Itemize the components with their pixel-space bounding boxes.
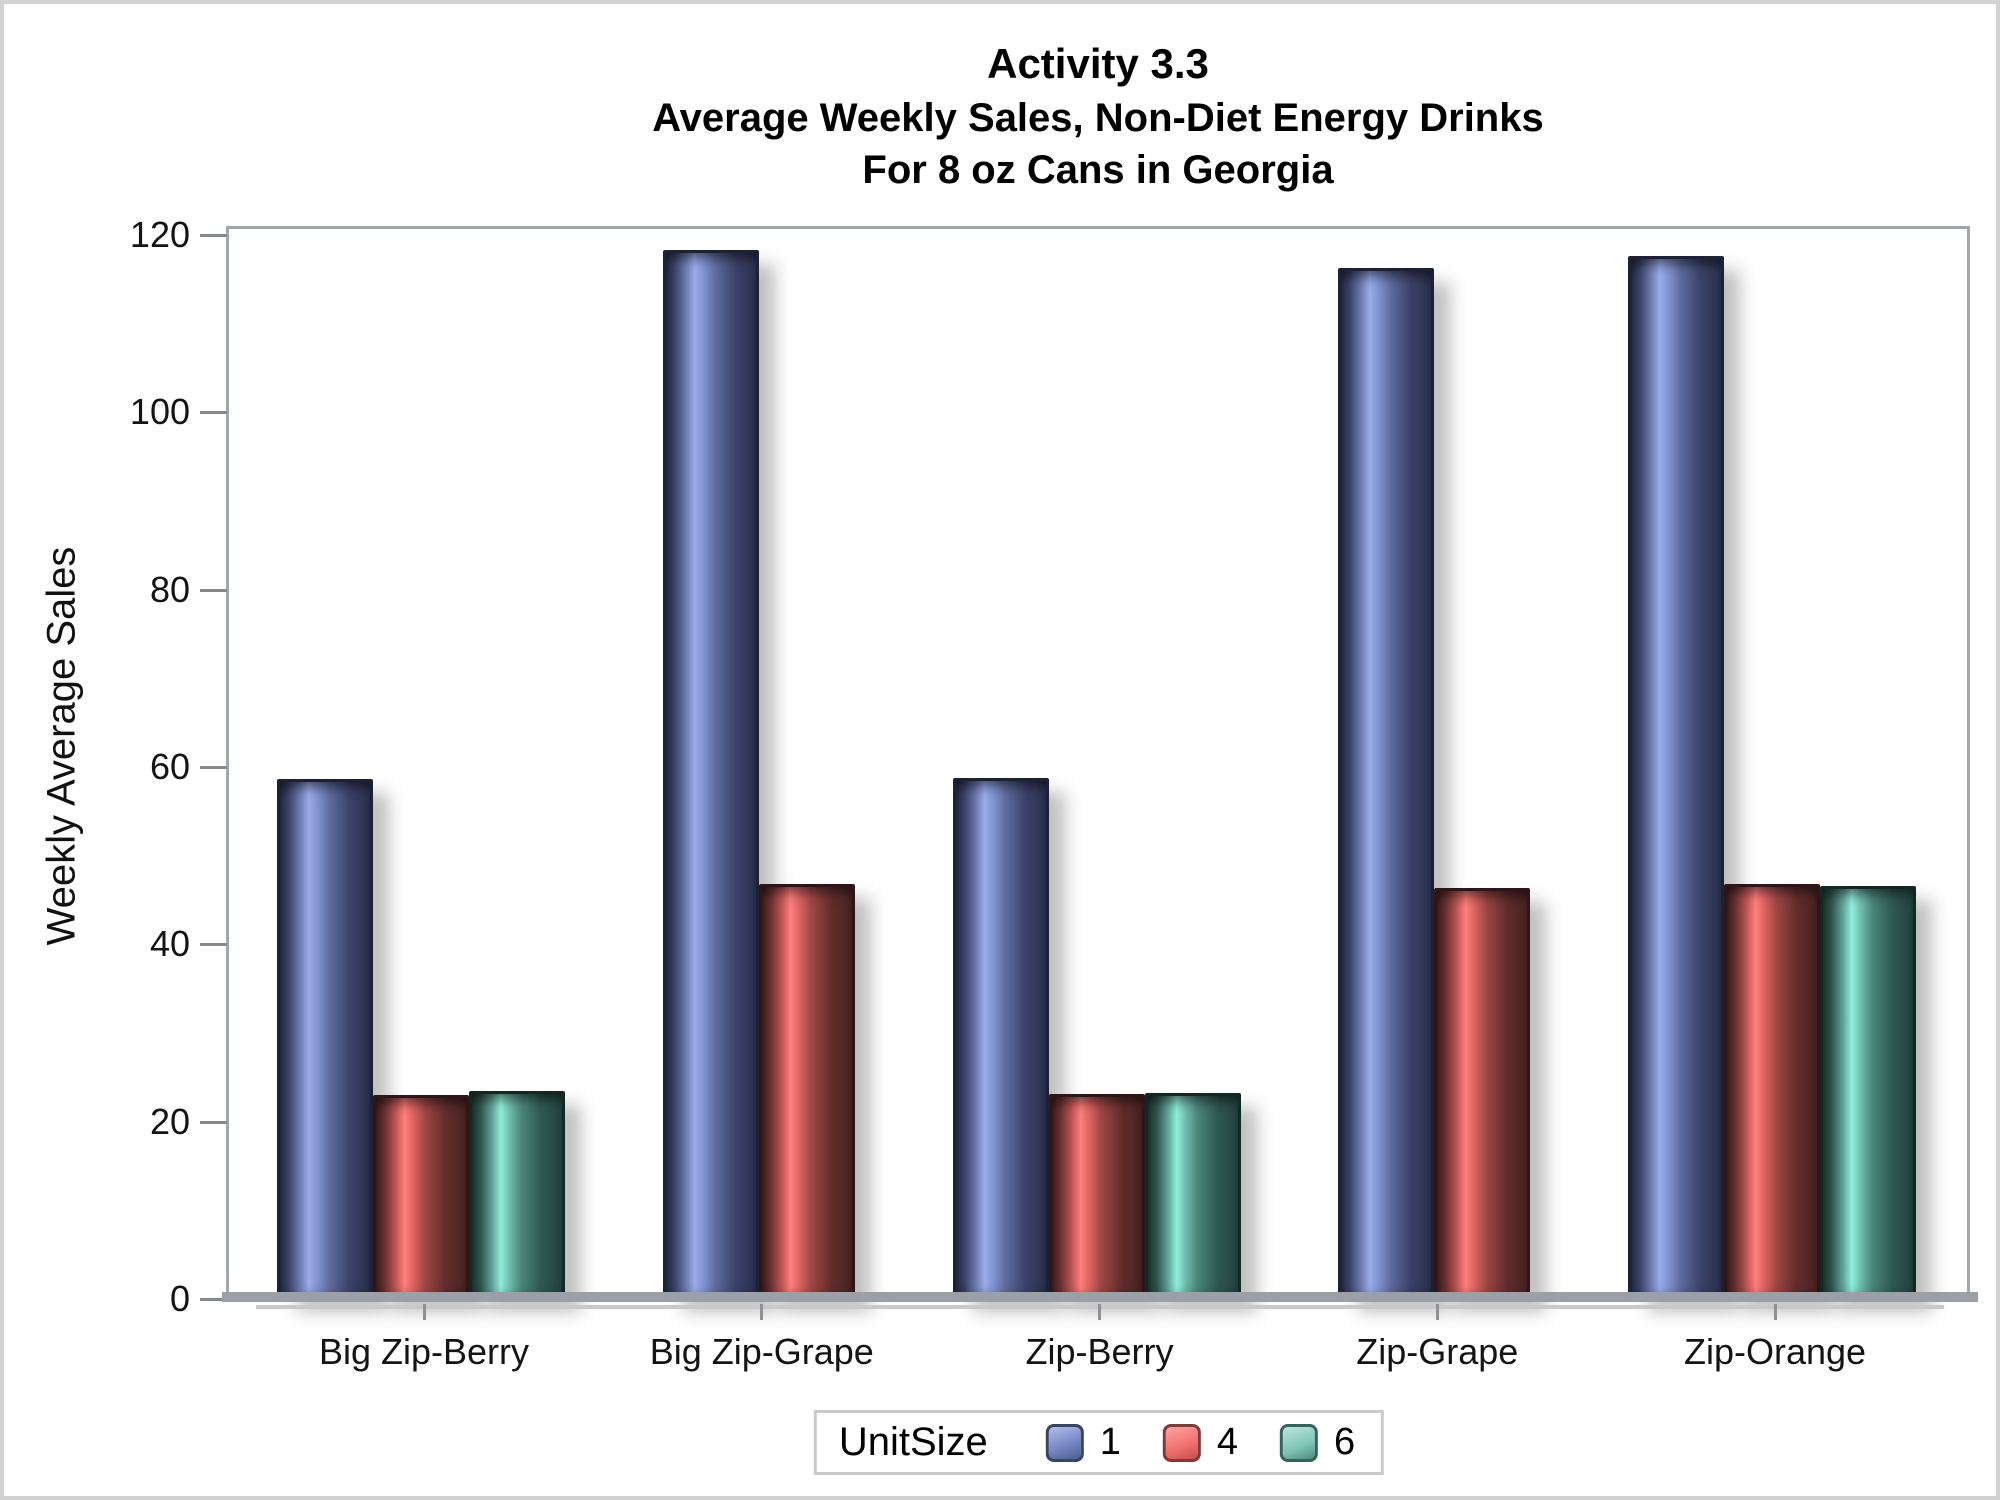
bar-big-zip-berry-1 (277, 778, 373, 1302)
legend-item-1: 1 (1045, 1421, 1121, 1464)
bar-zip-berry-1 (952, 777, 1049, 1302)
bar-big-zip-berry-6 (469, 1090, 565, 1302)
bar-zip-berry-6 (1144, 1092, 1241, 1302)
x-category-label-zip-grape: Zip-Grape (1356, 1331, 1519, 1372)
chart-subtitle-2: For 8 oz Cans in Georgia (862, 148, 1334, 192)
x-category-label-big-zip-grape: Big Zip-Grape (649, 1331, 874, 1372)
legend: UnitSize 1 4 6 (813, 1410, 1385, 1475)
x-tick-mark-big-zip-berry (422, 1304, 426, 1320)
x-axis-line (222, 1292, 1978, 1302)
legend-items: 1 4 6 (1045, 1421, 1355, 1464)
x-tick-mark-zip-orange (1773, 1304, 1777, 1320)
chart-title: Activity 3.3 (987, 40, 1209, 87)
y-tick-mark-80 (200, 588, 227, 592)
x-category-label-big-zip-berry: Big Zip-Berry (318, 1331, 530, 1372)
bar-zip-orange-1 (1628, 255, 1724, 1302)
bar-big-zip-grape-4 (758, 884, 855, 1302)
legend-title: UnitSize (838, 1420, 988, 1464)
x-category-label-zip-berry: Zip-Berry (1025, 1331, 1174, 1372)
bar-zip-grape-4 (1434, 887, 1531, 1302)
plot-area (226, 226, 1970, 1302)
y-tick-label-60: 60 (149, 746, 190, 787)
legend-label-6: 6 (1334, 1421, 1356, 1463)
legend-swatch-6 (1280, 1423, 1319, 1462)
y-tick-mark-40 (200, 943, 227, 947)
x-tick-mark-big-zip-grape (760, 1304, 764, 1320)
legend-swatch-1 (1045, 1423, 1084, 1462)
legend-item-6: 6 (1280, 1421, 1355, 1464)
bar-zip-berry-4 (1048, 1093, 1145, 1302)
bar-big-zip-grape-1 (662, 249, 759, 1302)
y-tick-label-100: 100 (129, 391, 190, 433)
x-tick-mark-zip-berry (1098, 1304, 1101, 1320)
y-tick-label-120: 120 (129, 214, 190, 255)
x-tick-mark-zip-grape (1435, 1304, 1439, 1320)
y-tick-label-80: 80 (149, 568, 190, 610)
y-tick-mark-120 (200, 234, 227, 237)
y-tick-label-0: 0 (169, 1278, 190, 1319)
legend-swatch-4 (1162, 1423, 1201, 1462)
y-tick-mark-20 (200, 1120, 227, 1124)
y-tick-mark-60 (200, 766, 227, 769)
bar-big-zip-berry-4 (373, 1094, 469, 1302)
y-tick-label-40: 40 (149, 923, 190, 965)
bar-zip-orange-4 (1724, 884, 1820, 1302)
chart-title-block: Activity 3.3 Average Weekly Sales, Non-D… (229, 38, 1967, 194)
legend-label-1: 1 (1099, 1421, 1121, 1463)
bar-zip-grape-1 (1338, 268, 1435, 1302)
bar-zip-orange-6 (1820, 886, 1916, 1302)
y-tick-label-20: 20 (149, 1100, 190, 1142)
y-tick-mark-0 (200, 1298, 227, 1301)
x-category-label-zip-orange: Zip-Orange (1683, 1331, 1867, 1372)
legend-item-4: 4 (1162, 1421, 1239, 1464)
y-tick-mark-100 (200, 411, 227, 415)
legend-label-4: 4 (1216, 1421, 1239, 1463)
chart-subtitle-1: Average Weekly Sales, Non-Diet Energy Dr… (652, 96, 1544, 140)
